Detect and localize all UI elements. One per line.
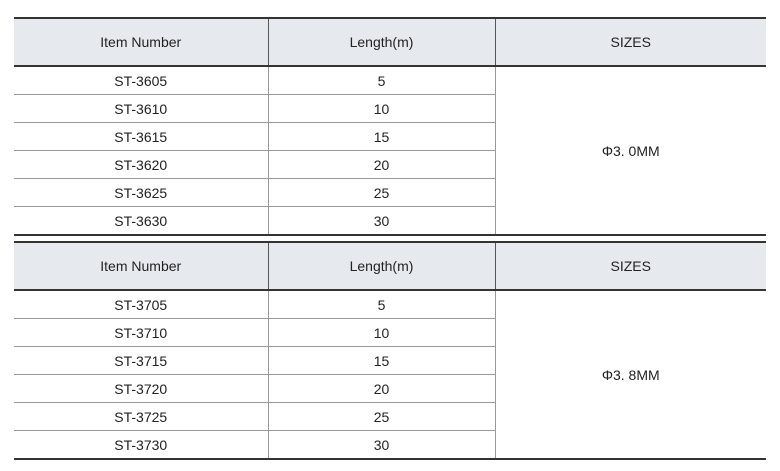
table-row: ST-3710 10 — [14, 318, 766, 347]
item-number: ST-3720 — [14, 374, 269, 403]
table-row: ST-3720 20 — [14, 374, 766, 403]
table-row: ST-3615 15 — [14, 122, 766, 151]
header-item-number: Item Number — [14, 242, 269, 291]
table-row: ST-3705 5 Φ3. 8MM — [14, 290, 766, 460]
table-row: ST-3610 10 — [14, 94, 766, 123]
item-number: ST-3625 — [14, 178, 269, 207]
spec-table-2: Item Number Length(m) SIZES ST-3705 5 Φ3. … — [14, 241, 766, 460]
item-number: ST-3705 — [14, 290, 269, 319]
length: 15 — [268, 346, 496, 375]
item-number: ST-3715 — [14, 346, 269, 375]
table-row: ST-3605 5 Φ3. 0MM — [14, 66, 766, 236]
length: 20 — [268, 374, 496, 403]
length: 5 — [268, 66, 496, 95]
item-number: ST-3605 — [14, 66, 269, 95]
length: 25 — [268, 178, 496, 207]
table-row: ST-3620 20 — [14, 150, 766, 179]
item-number: ST-3630 — [14, 206, 269, 235]
item-number: ST-3725 — [14, 402, 269, 431]
header-item-number: Item Number — [14, 18, 269, 67]
item-number: ST-3710 — [14, 318, 269, 347]
length: 25 — [268, 402, 496, 431]
table-row: ST-3630 30 — [14, 206, 766, 235]
header-length: Length(m) — [268, 242, 496, 291]
length: 10 — [268, 94, 496, 123]
table-row: ST-3625 25 — [14, 178, 766, 207]
length: 10 — [268, 318, 496, 347]
size-value: Φ3. 8MM — [495, 290, 766, 460]
length: 30 — [268, 430, 496, 459]
size-value: Φ3. 0MM — [495, 66, 766, 236]
length: 15 — [268, 122, 496, 151]
length: 20 — [268, 150, 496, 179]
table-row: ST-3725 25 — [14, 402, 766, 431]
header-sizes: SIZES — [495, 242, 766, 291]
table-row: ST-3715 15 — [14, 346, 766, 375]
table-row: ST-3730 30 — [14, 430, 766, 459]
item-number: ST-3620 — [14, 150, 269, 179]
header-sizes: SIZES — [495, 18, 766, 67]
length: 30 — [268, 206, 496, 235]
item-number: ST-3730 — [14, 430, 269, 459]
header-length: Length(m) — [268, 18, 496, 67]
spec-table-1: Item Number Length(m) SIZES ST-3605 5 Φ3. … — [14, 17, 766, 236]
length: 5 — [268, 290, 496, 319]
item-number: ST-3610 — [14, 94, 269, 123]
item-number: ST-3615 — [14, 122, 269, 151]
